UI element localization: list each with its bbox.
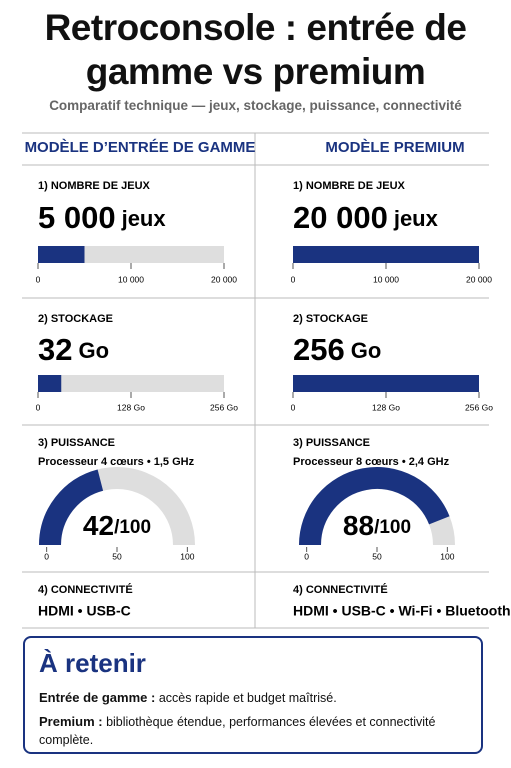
- takeaway-item: Entrée de gamme : accès rapide et budget…: [39, 689, 467, 707]
- section-label: 2) STOCKAGE: [293, 313, 368, 325]
- takeaway-text: bibliothèque étendue, performances élevé…: [39, 715, 436, 747]
- connectivity-text: HDMI • USB-C • Wi-Fi • Bluetooth: [293, 603, 511, 619]
- gauge-number: 42: [83, 510, 114, 541]
- value-number: 20 000: [293, 200, 388, 235]
- tick-label: 100: [180, 551, 194, 561]
- section-label: 3) PUISSANCE: [293, 437, 370, 449]
- takeaway-title: À retenir: [39, 648, 146, 678]
- comparison: MODÈLE D’ENTRÉE DE GAMME 1) NOMBRE DE JEU…: [22, 132, 511, 629]
- tick-label: 0: [44, 551, 49, 561]
- value-unit: Go: [351, 338, 382, 363]
- title: Retroconsole : entrée de gamme vs premiu…: [44, 7, 467, 92]
- value-unit: Go: [78, 338, 109, 363]
- tick-label: 20 000: [466, 274, 492, 284]
- value-number: 256: [293, 332, 345, 367]
- section-spec: Processeur 8 cœurs • 2,4 GHz: [293, 456, 450, 468]
- bar: [293, 246, 479, 263]
- tick-label: 10 000: [118, 274, 144, 284]
- section-value: 5 000 jeux: [38, 200, 166, 235]
- section-value: 256 Go: [293, 332, 381, 367]
- tick-label: 20 000: [211, 274, 237, 284]
- tick-label: 50: [372, 551, 382, 561]
- value-unit: jeux: [393, 206, 439, 231]
- takeaway-term: Premium :: [39, 714, 103, 729]
- tick-label: 256 Go: [465, 402, 493, 412]
- section-label: 1) NOMBRE DE JEUX: [293, 180, 406, 192]
- gauge-label: 88/100: [343, 510, 411, 541]
- bar: [38, 375, 62, 392]
- tick-label: 10 000: [373, 274, 399, 284]
- section-label: 4) CONNECTIVITÉ: [38, 583, 133, 596]
- gauge-value: [299, 467, 450, 546]
- section-label: 4) CONNECTIVITÉ: [293, 583, 388, 596]
- bar-track: [38, 375, 224, 392]
- gauge-suffix: /100: [374, 517, 411, 538]
- value-number: 5 000: [38, 200, 116, 235]
- tick-label: 0: [304, 551, 309, 561]
- connectivity-text: HDMI • USB-C: [38, 603, 131, 619]
- bar: [38, 246, 85, 263]
- gauge-number: 88: [343, 510, 374, 541]
- column-heading: MODÈLE PREMIUM: [325, 139, 464, 156]
- value-number: 32: [38, 332, 72, 367]
- section-label: 3) PUISSANCE: [38, 437, 115, 449]
- tick-label: 0: [36, 402, 41, 412]
- section-label: 1) NOMBRE DE JEUX: [38, 180, 151, 192]
- tick-label: 100: [440, 551, 454, 561]
- section-value: 20 000 jeux: [293, 200, 439, 235]
- tick-label: 0: [291, 274, 296, 284]
- section-label: 2) STOCKAGE: [38, 313, 113, 325]
- tick-label: 256 Go: [210, 402, 238, 412]
- takeaway-text: accès rapide et budget maîtrisé.: [158, 691, 337, 705]
- gauge-label: 42/100: [83, 510, 151, 541]
- column-heading: MODÈLE D’ENTRÉE DE GAMME: [25, 139, 256, 156]
- bar: [293, 375, 479, 392]
- tick-label: 128 Go: [117, 402, 145, 412]
- takeaway-item: Premium : bibliothèque étendue, performa…: [39, 713, 467, 749]
- tick-label: 128 Go: [372, 402, 400, 412]
- tick-label: 0: [291, 402, 296, 412]
- tick-label: 50: [112, 551, 122, 561]
- gauge-value: [39, 469, 104, 546]
- tick-label: 0: [36, 274, 41, 284]
- value-unit: jeux: [121, 206, 167, 231]
- subtitle: Comparatif technique — jeux, stockage, p…: [49, 98, 462, 113]
- takeaway-box: À retenir Entrée de gamme : accès rapide…: [23, 636, 483, 754]
- gauge-suffix: /100: [114, 517, 151, 538]
- section-spec: Processeur 4 cœurs • 1,5 GHz: [38, 456, 195, 468]
- takeaway-term: Entrée de gamme :: [39, 690, 156, 705]
- section-value: 32 Go: [38, 332, 109, 367]
